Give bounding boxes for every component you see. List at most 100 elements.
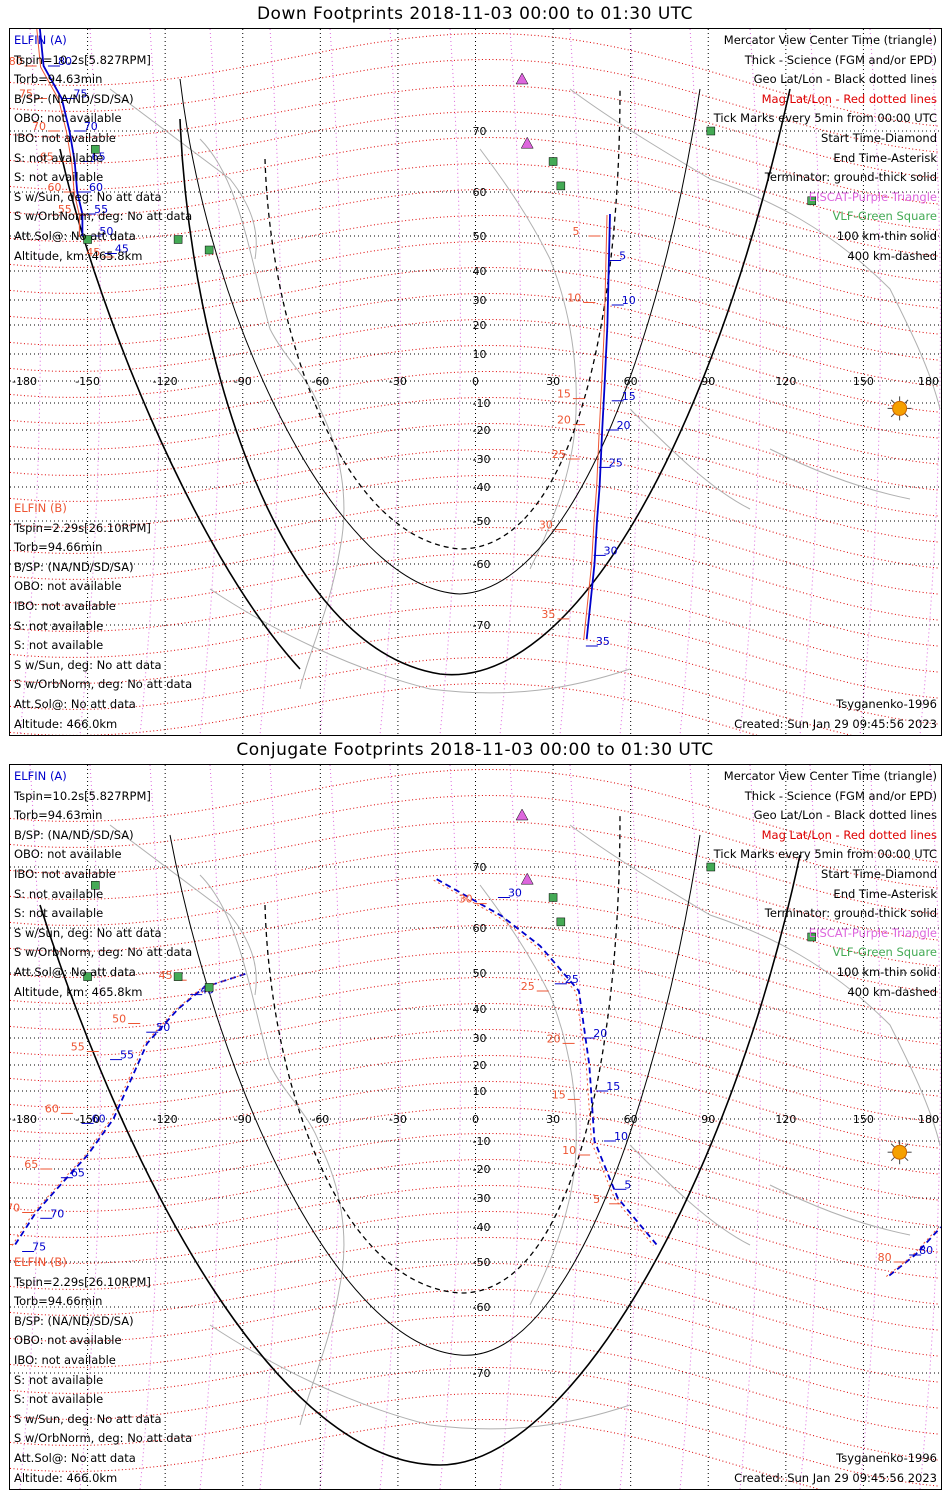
legend-entry: 100 km-thin solid (836, 228, 937, 243)
info-line: IBO: not available (14, 130, 116, 145)
elfin-a-tick-label: 5 (624, 1178, 631, 1191)
elfin-b-tick-label: 35 (541, 608, 555, 621)
coastline (569, 824, 941, 1146)
terminator-ground (179, 88, 791, 676)
vlf-square (173, 972, 183, 981)
elfin-a-tick-label: 25 (565, 973, 579, 986)
lat-label: 60 (473, 186, 487, 199)
elfin-b-tick-label: 80 (10, 55, 23, 68)
mag-meridian (439, 765, 461, 1489)
info-line: S: not available (14, 1392, 104, 1407)
mag-parallel (10, 84, 941, 179)
mag-meridian (679, 765, 701, 1489)
lon-label: 150 (853, 1113, 874, 1126)
info-line: Torb=94.66min (14, 540, 103, 555)
elfin-b-tick-label: 70 (32, 120, 46, 133)
created-stamp: Created: Sun Jan 29 09:45:56 2023 (734, 1470, 937, 1485)
coastline (109, 824, 257, 996)
legend-entry: Tick Marks every 5min from 00:00 UTC (713, 111, 937, 126)
elfin-a-tick-label: 50 (156, 1021, 170, 1034)
lat-label: 20 (473, 319, 487, 332)
legend-entry: Mercator View Center Time (triangle) (723, 33, 937, 47)
mag-parallel (10, 656, 853, 735)
elfin-b-tick-label: 55 (58, 203, 72, 216)
elfin-b-tick-label: 5 (572, 225, 579, 238)
elfin-b-track (433, 879, 654, 1246)
legend-entry: Mag Lat/Lon - Red dotted lines (761, 827, 937, 842)
coastline (209, 588, 631, 694)
info-line: OBO: not available (14, 111, 122, 126)
info-line: IBO: not available (14, 866, 116, 881)
elfin-a-track (38, 29, 84, 236)
elfin-a-tick-label: 60 (89, 181, 103, 194)
mag-parallel (10, 1132, 941, 1227)
mag-meridian (259, 29, 281, 735)
mag-parallel (10, 552, 941, 647)
legend-entry: 100 km-thin solid (836, 964, 937, 979)
info-line: S w/Sun, deg: No att data (14, 925, 162, 940)
elfin-b-tick-label: 65 (40, 151, 54, 164)
elfin-a-track (436, 878, 658, 1246)
mag-parallel (10, 1158, 941, 1253)
vlf-square (556, 181, 566, 191)
panel1-footer: Tsyganenko-1996 Created: Sun Jan 29 09:4… (734, 695, 937, 734)
lat-label: -20 (473, 1163, 491, 1176)
lat-label: -10 (473, 397, 491, 410)
lon-label: -60 (311, 375, 329, 388)
lon-label: -30 (389, 375, 407, 388)
mag-parallel (10, 872, 941, 967)
mag-meridian (919, 29, 941, 735)
elfin-b-tick-label: 70 (10, 1202, 20, 1215)
coastline (769, 448, 911, 500)
panel2-axis-labels: -180 -150 -120 -90 -60 -30 0 30 60 90 120 150 180 70 6… (12, 861, 939, 1380)
legend-entry: Mercator View Center Time (triangle) (723, 769, 937, 783)
vlf-square (83, 235, 92, 244)
panel2-coastlines (109, 824, 941, 1430)
lat-label: -40 (473, 1221, 491, 1234)
coastline (479, 884, 577, 1306)
elfin-b-tick-label: 25 (552, 448, 566, 461)
elfin-a-tick-label: 30 (604, 544, 618, 557)
lon-label: 0 (472, 1113, 479, 1126)
panel2-legend: Mercator View Center Time (triangle) Thic… (714, 767, 937, 1002)
coastline (199, 874, 345, 1426)
lon-label: 120 (775, 1113, 796, 1126)
lon-label: -150 (75, 375, 100, 388)
lat-label: 50 (473, 230, 487, 243)
coastline (629, 408, 751, 510)
info-line: Tspin=10.2s[5.827RPM] (14, 52, 151, 67)
legend-entry: Start Time-Diamond (821, 866, 937, 881)
mag-parallel (10, 344, 941, 439)
lat-label: -70 (473, 1367, 491, 1380)
elfin-a-tick-label: 80 (58, 55, 72, 68)
lat-label: -70 (473, 619, 491, 632)
legend-entry: Tick Marks every 5min from 00:00 UTC (713, 847, 937, 862)
info-line: IBO: not available (14, 598, 116, 613)
info-line: B/SP: (NA/ND/SD/SA) (14, 1313, 134, 1328)
lon-label: 60 (624, 375, 638, 388)
vlf-square (807, 196, 816, 206)
legend-entry: Start Time-Diamond (821, 130, 937, 145)
vlf-square (204, 245, 214, 255)
eiscat-triangle (520, 872, 534, 885)
mag-parallel (10, 110, 941, 205)
mag-meridian (559, 765, 581, 1489)
mag-meridian (439, 29, 461, 735)
panel1-axis-labels: -180 -150 -120 -90 -60 -30 0 30 60 90 120 150 180 70 6… (12, 125, 939, 632)
lon-label: -120 (153, 375, 178, 388)
panel1-map-svg: 8075706560555045510152025303580757065605… (10, 29, 941, 735)
mag-meridian (139, 29, 161, 735)
mag-parallel (10, 924, 941, 1019)
info-line: Att.Sol@: No att data (14, 964, 136, 979)
panel1-elfin-a-info: ELFIN (A) Tspin=10.2s[5.827RPM] Torb=94.… (14, 31, 192, 266)
legend-entry: Terminator: ground-thick solid (764, 170, 937, 185)
lon-label: 180 (918, 1113, 939, 1126)
elfin-a-tick-label: 70 (84, 120, 98, 133)
legend-entry: Thick - Science (FGM and/or EPD) (744, 52, 937, 67)
mag-parallel (10, 1340, 941, 1435)
info-line: S: not available (14, 150, 104, 165)
mag-parallel (10, 214, 941, 309)
mag-parallel (10, 526, 941, 621)
elfin-b-tick-label: 45 (159, 969, 173, 982)
info-line: S: not available (14, 170, 104, 185)
